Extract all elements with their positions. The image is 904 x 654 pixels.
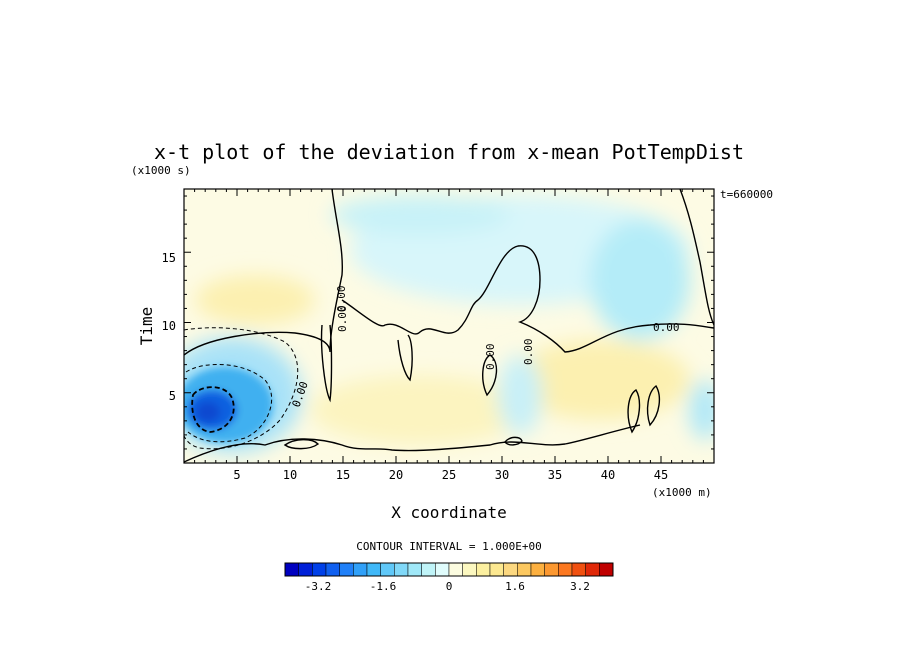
colorbar-swatch <box>312 562 327 577</box>
colorbar-swatch <box>571 562 586 577</box>
contour-label: 0.00 <box>653 321 680 334</box>
x-tick-label: 15 <box>336 468 350 482</box>
y-tick-label: 5 <box>169 389 176 403</box>
colorbar-swatch <box>489 562 504 577</box>
colorbar-swatch <box>476 562 491 577</box>
warm-plume <box>310 375 530 445</box>
zero-contour-lower <box>184 424 641 463</box>
zero-contour-loop2 <box>627 389 641 434</box>
contour-label: 0.00 <box>335 286 348 313</box>
contour-label: 0.00 <box>336 306 349 333</box>
x-tick-label: 45 <box>654 468 668 482</box>
zero-contour-spike2 <box>397 334 413 382</box>
y-tick-label: 15 <box>162 251 176 265</box>
y-tick-label: 10 <box>162 319 176 333</box>
colorbar-swatch <box>339 562 354 577</box>
colorbar-swatch <box>585 562 600 577</box>
colorbar-swatch <box>448 562 463 577</box>
zero-contour-loop5 <box>504 436 523 446</box>
x-tick-label: 35 <box>548 468 562 482</box>
colorbar-swatch <box>544 562 559 577</box>
colorbar-swatch <box>298 562 313 577</box>
time-stamp: t=660000 <box>720 188 773 201</box>
colorbar-tick-label: -3.2 <box>305 580 332 593</box>
colorbar-tick-label: -1.6 <box>370 580 397 593</box>
neg-contour-mid <box>185 363 273 443</box>
x-axis-label: X coordinate <box>391 503 507 522</box>
colorbar-tick-label: 3.2 <box>570 580 590 593</box>
cold-center <box>196 402 220 422</box>
colorbar-swatch <box>530 562 545 577</box>
colorbar-swatch <box>435 562 450 577</box>
colorbar <box>284 562 614 577</box>
neg-contour-outer <box>184 327 299 450</box>
contour-label: 0.00 <box>522 339 535 366</box>
x-tick-label: 30 <box>495 468 509 482</box>
colorbar-tick-label: 0 <box>446 580 453 593</box>
colorbar-swatch <box>462 562 477 577</box>
colorbar-swatch <box>503 562 518 577</box>
x-tick-label: 40 <box>601 468 615 482</box>
cool-band-mid <box>330 195 510 235</box>
colorbar-swatch <box>284 562 299 577</box>
neg-contour-inner <box>191 386 235 433</box>
colorbar-frame <box>284 562 614 577</box>
warm-tongue <box>510 340 690 420</box>
chart-title: x-t plot of the deviation from x-mean Po… <box>154 140 744 164</box>
x-tick-label: 25 <box>442 468 456 482</box>
colorbar-swatch <box>394 562 409 577</box>
zero-contour-loop3 <box>646 384 661 427</box>
zero-contour-spike1 <box>320 324 333 403</box>
axis-ticks <box>183 189 715 464</box>
x-units-label: (x1000 m) <box>652 486 712 499</box>
heatmap-field <box>184 189 714 463</box>
colorbar-tick-label: 1.6 <box>505 580 525 593</box>
x-tick-label: 5 <box>233 468 240 482</box>
colorbar-swatch <box>558 562 573 577</box>
colorbar-swatch <box>380 562 395 577</box>
cool-band-right <box>590 220 690 340</box>
zero-contour-upper <box>341 245 714 353</box>
colorbar-swatch <box>599 562 614 577</box>
cool-streak <box>498 355 542 435</box>
contour-label: 0.00 <box>484 344 497 371</box>
colorbar-swatch <box>353 562 368 577</box>
x-tick-label: 10 <box>283 468 297 482</box>
colorbar-swatch <box>421 562 436 577</box>
zero-contour-right <box>679 189 714 326</box>
y-axis-label: Time <box>137 307 156 346</box>
x-tick-label: 20 <box>389 468 403 482</box>
zero-contour-loop1 <box>482 354 498 397</box>
colorbar-swatch <box>366 562 381 577</box>
y-units-label: (x1000 s) <box>131 164 191 177</box>
colorbar-swatch <box>407 562 422 577</box>
zero-contour-main <box>184 189 344 356</box>
warm-patch-left <box>195 275 315 325</box>
zero-contour-loop4 <box>283 438 320 450</box>
colorbar-swatch <box>325 562 340 577</box>
contour-interval-label: CONTOUR INTERVAL = 1.000E+00 <box>356 540 541 553</box>
cool-right-edge <box>689 380 714 440</box>
colorbar-swatch <box>517 562 532 577</box>
